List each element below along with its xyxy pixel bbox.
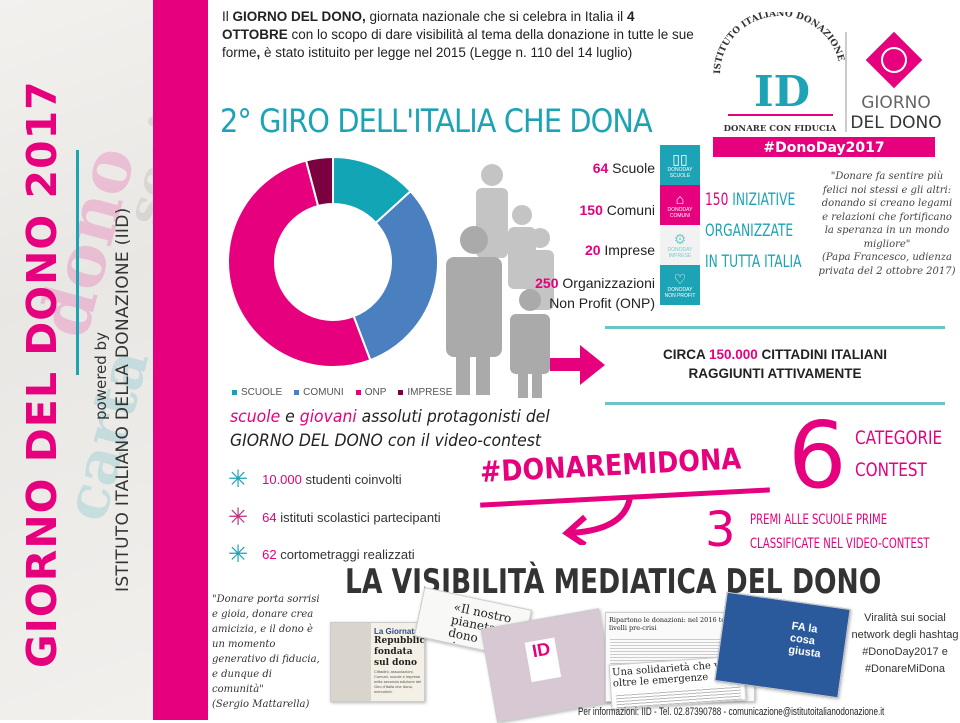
category-icons: ▯▯ DONODAY SCUOLE ⌂ DONODAY COMUNI ⚙ DONODAY I… <box>660 145 700 305</box>
intro-bold: 4 OTTOBRE <box>222 9 635 42</box>
reach-text: CIRCA 150.000 CITTADINI ITALIANI RAGGIUNT… <box>662 347 888 381</box>
giorno-del-dono-emblem <box>865 31 923 89</box>
sidebar-background: dono carta sociale GIORNO DEL DONO 2017 … <box>0 0 153 720</box>
stat-imprese: 20 Imprese <box>584 242 655 258</box>
logo-arc-text: ISTITUTO ITALIANO DONAZIONE <box>713 9 846 74</box>
sidebar-title: GIORNO DEL DONO 2017 <box>18 80 66 668</box>
photo-mattarella <box>331 623 371 701</box>
building-icon: ⌂ DONODAY COMUNI <box>660 185 700 225</box>
divider <box>76 150 79 375</box>
logo-event-line2: DEL DONO <box>850 113 941 133</box>
heart-icon: ♡ DONODAY NON PROFIT <box>660 265 700 305</box>
newspaper-clipping: La Giornata Repubblica fondata sul dono … <box>330 622 425 702</box>
clipping-headline: Ripartono le donazioni: nel 2016 tornate… <box>609 616 751 632</box>
legend-swatch <box>398 389 404 395</box>
asterisk-icon: ✳ <box>228 466 249 493</box>
people-icon <box>446 164 554 398</box>
iid-banner: ID <box>524 637 562 683</box>
footer-contact: Per informazioni: IID - Tel. 02.87390788… <box>578 706 885 718</box>
bullet-item: ✳ 62 cortometraggi realizzati <box>228 541 415 568</box>
legend-item-imprese: IMPRESE <box>398 387 452 398</box>
bullet-item: ✳ 10.000 studenti coinvolti <box>228 466 402 493</box>
logo-monogram: ID <box>754 67 810 116</box>
donut-slice-comuni <box>352 189 438 362</box>
donut-chart <box>228 155 438 368</box>
intro-bold: , <box>256 45 261 60</box>
bullet-item: ✳ 64 istituti scolastici partecipanti <box>228 504 441 531</box>
logo-block: ISTITUTO ITALIANO DONAZIONE ID DONARE CO… <box>708 9 948 157</box>
social-virality-text: Viralità sui social network degli hashta… <box>851 612 959 675</box>
papa-quote: "Donare fa sentire più felici noi stessi… <box>818 171 956 277</box>
book-icon: ▯▯ DONODAY SCUOLE <box>660 145 700 185</box>
pink-band <box>153 0 208 720</box>
tv-caption: FA la cosa giusta <box>787 620 822 661</box>
stat-comuni: 150 Comuni <box>579 202 656 218</box>
tv-screenshot: FA la cosa giusta <box>714 591 851 699</box>
curved-arrow-icon <box>562 496 633 545</box>
clipping-kicker: La Giornata <box>374 627 419 636</box>
intro-text: con lo scopo di dare visibilità al tema … <box>222 27 694 60</box>
logo-tagline: DONARE CON FIDUCIA <box>724 124 837 134</box>
iid-logo: ISTITUTO ITALIANO DONAZIONE ID DONARE CO… <box>713 9 942 157</box>
legend-item-scuole: SCUOLE <box>232 387 282 398</box>
intro-paragraph: Il GIORNO DEL DONO, giornata nazionale c… <box>222 8 698 62</box>
prizes-label: PREMI ALLE SCUOLE PRIME CLASSIFICATE NEL … <box>750 512 930 552</box>
stat-onp: 250 Organizzazioni Non Profit (ONP) <box>535 275 655 311</box>
logo-hashtag: #DonoDay2017 <box>763 140 884 156</box>
divider <box>605 326 945 329</box>
donut-slice-onp <box>228 159 372 368</box>
initiatives-text: 150 INIZIATIVE ORGANIZZATE IN TUTTA ITALIA <box>705 190 802 272</box>
clipping-body: Cittadini, associazioni, Comuni, scuole … <box>374 669 422 694</box>
intro-text: giornata nazionale che si celebra in Ita… <box>365 9 627 24</box>
prizes-count: 3 <box>705 502 736 558</box>
intro-text: è stato istituito per legge nel 2015 (Le… <box>260 45 633 60</box>
legend-item-onp: ONP <box>355 387 386 398</box>
categories-label: CATEGORIE CONTEST <box>855 427 943 481</box>
stat-scuole: 64 Scuole <box>592 160 655 176</box>
asterisk-icon: ✳ <box>228 504 249 531</box>
powered-by-label: powered by <box>92 332 110 420</box>
categories-count: 6 <box>788 402 847 509</box>
legend-item-comuni: COMUNI <box>294 387 344 398</box>
organization-name: ISTITUTO ITALIANO DELLA DONAZIONE (IID) <box>113 207 133 592</box>
chart-legend: SCUOLE COMUNI ONP IMPRESE <box>232 387 452 398</box>
asterisk-icon: ✳ <box>228 541 249 568</box>
legend-swatch <box>355 389 361 395</box>
clipping-headline: Repubblica fondata sul dono <box>374 636 425 668</box>
schools-text: scuole e giovani assoluti protagonisti d… <box>230 407 550 451</box>
intro-bold: GIORNO DEL DONO, <box>232 9 366 24</box>
legend-swatch <box>294 389 300 395</box>
divider <box>605 402 945 405</box>
logo-event-line1: GIORNO <box>861 93 930 113</box>
mattarella-quote: "Donare porta sorrisi e gioia, donare cr… <box>212 594 320 710</box>
svg-text:ISTITUTO ITALIANO DONAZIONE: ISTITUTO ITALIANO DONAZIONE <box>713 12 846 74</box>
legend-swatch <box>232 389 237 395</box>
gears-icon: ⚙ DONODAY IMPRESE <box>660 225 700 265</box>
giro-title: 2° GIRO DELL'ITALIA CHE DONA <box>220 102 653 140</box>
intro-text: Il <box>222 9 233 24</box>
arrow-right-icon <box>550 345 605 385</box>
donut-slice-imprese <box>304 155 334 208</box>
watermark-decoration: sociale <box>113 28 153 231</box>
